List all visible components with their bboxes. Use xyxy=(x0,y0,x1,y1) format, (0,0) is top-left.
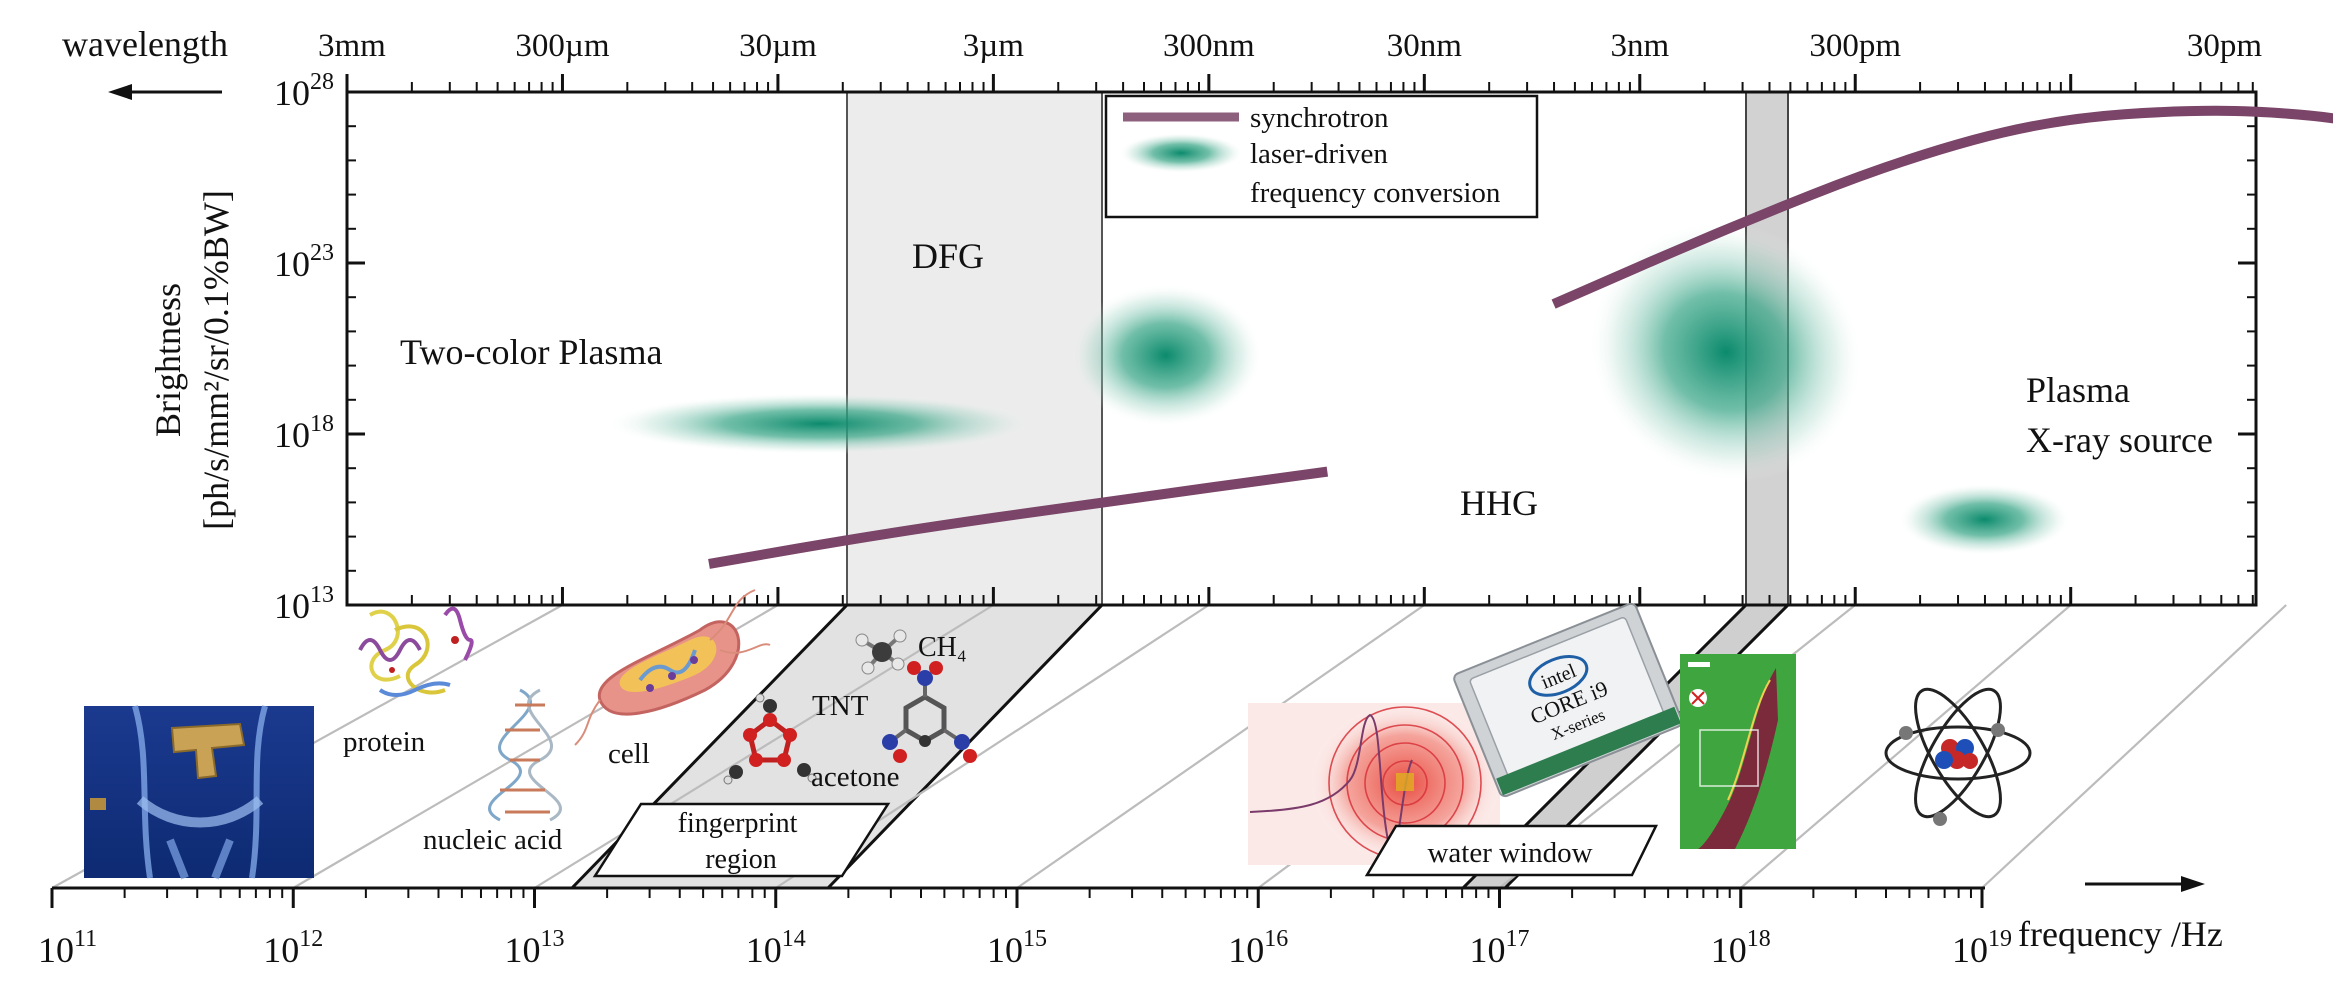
intel-chip-icon: intel CORE i9 X-series xyxy=(1453,602,1683,798)
water-window-label: water window xyxy=(1427,837,1592,869)
frequency-ticks xyxy=(50,888,1984,908)
laser-region-two-color-plasma xyxy=(605,392,1037,455)
frequency-tick-labels: 1011 1012 1013 1014 1015 1016 1017 1018 1019 xyxy=(38,926,2012,970)
brightness-axis-title: Brightness xyxy=(148,283,188,437)
application-label-nucleic-acid: nucleic acid xyxy=(423,824,563,856)
molecule-label-tnt: TNT xyxy=(812,690,869,722)
fingerprint-label-line2: region xyxy=(705,844,777,875)
brightness-tick-labels: 1013 1018 1023 1028 xyxy=(274,69,334,626)
wavelength-tick-label: 3nm xyxy=(1610,28,1669,64)
frequency-tick-label: 1017 xyxy=(1470,926,1530,970)
frequency-axis-title: frequency /Hz xyxy=(2018,914,2223,954)
water-window-label-box xyxy=(1364,824,1659,877)
frequency-tick-label: 1011 xyxy=(38,926,97,970)
guide-line xyxy=(1981,604,2287,889)
application-label-cell: cell xyxy=(608,738,650,770)
synchrotron-curve-2 xyxy=(1551,105,2333,309)
wavelength-tick-label: 300µm xyxy=(515,28,610,64)
laser-region-hhg xyxy=(1588,220,1864,483)
frequency-tick-label: 1012 xyxy=(263,926,323,970)
wavelength-tick-label: 30µm xyxy=(739,28,817,64)
intel-logo xyxy=(1528,655,1589,697)
wavelength-tick-label: 300pm xyxy=(1809,28,1901,64)
synchrotron-curve-1 xyxy=(708,466,1329,569)
acetone-molecule-icon xyxy=(723,693,817,785)
wavelength-tick-label: 300nm xyxy=(1163,28,1255,64)
brightness-tick-label: 1028 xyxy=(274,69,334,113)
plasma-xray-label-line2: X-ray source xyxy=(2026,420,2213,460)
molecule-label-ch4: CH₄ xyxy=(918,632,967,663)
plot-frame xyxy=(345,90,2258,607)
fingerprint-label: fingerprint region xyxy=(678,808,805,875)
frequency-tick-label: 1014 xyxy=(746,926,806,970)
wavelength-tick-label: 30nm xyxy=(1387,28,1463,64)
guide-line xyxy=(1016,604,1425,889)
frequency-tick-label: 1018 xyxy=(1711,926,1771,970)
tnt-molecule-icon xyxy=(882,661,977,763)
wavelength-arrow xyxy=(108,84,222,100)
legend-synchrotron-label: synchrotron xyxy=(1250,102,1389,134)
frequency-arrow xyxy=(2085,876,2205,892)
guide-line xyxy=(533,604,994,889)
pistol-xray-icon xyxy=(84,705,314,880)
plasma-xray-label-line1: Plasma xyxy=(2026,370,2130,410)
wavelength-axis-title: wavelength xyxy=(62,24,228,64)
region-label-plasma-xray: Plasma X-ray source xyxy=(2026,370,2213,460)
wavelength-tick-label: 3µm xyxy=(963,28,1025,64)
laser-region-plasma-x-ray-source xyxy=(1898,483,2071,556)
wavelength-tick-label: 3mm xyxy=(318,28,386,64)
brightness-tick-label: 1018 xyxy=(274,411,334,455)
legend-laser-label: laser-driven xyxy=(1250,138,1388,170)
region-label-dfg: DFG xyxy=(912,236,984,276)
fingerprint-label-box xyxy=(592,802,891,878)
cell-icon xyxy=(574,589,771,746)
brightness-axis-unit: [ph/s/mm²/sr/0.1%BW] xyxy=(196,190,236,530)
atom-icon xyxy=(1884,687,2032,826)
cell-micrograph-icon xyxy=(1680,654,1796,849)
legend-frequency-conversion-label: frequency conversion xyxy=(1250,177,1501,209)
molecule-label-acetone: acetone xyxy=(811,761,900,793)
brightness-ticks xyxy=(347,90,2256,607)
legend-laser-marker xyxy=(1119,133,1243,173)
mid-frequency-ticks xyxy=(345,587,2254,605)
hhg-pattern-icon xyxy=(1248,703,1501,865)
frequency-tick-label: 1013 xyxy=(505,926,565,970)
region-label-hhg: HHG xyxy=(1460,483,1538,523)
fingerprint-label-line1: fingerprint xyxy=(678,808,798,839)
synchrotron-curves xyxy=(708,105,2333,569)
wavelength-tick-label: 30pm xyxy=(2187,28,2263,64)
wavelength-tick-labels: 3mm 300µm 30µm 3µm 300nm 30nm 3nm 300pm 30pm xyxy=(318,28,2262,64)
frequency-tick-label: 1016 xyxy=(1228,926,1288,970)
brightness-tick-label: 1023 xyxy=(274,240,334,284)
region-label-two-color-plasma: Two-color Plasma xyxy=(400,332,662,372)
methane-molecule-icon xyxy=(855,629,907,675)
dna-icon xyxy=(488,688,562,822)
laser-region-dfg xyxy=(1068,283,1263,428)
fingerprint-band xyxy=(847,92,1102,605)
frequency-tick-label: 1015 xyxy=(987,926,1047,970)
brightness-tick-label: 1013 xyxy=(274,582,334,626)
protein-icon xyxy=(358,606,474,697)
legend: synchrotron laser-driven frequency conve… xyxy=(1104,94,1539,219)
laser-driven-regions xyxy=(605,220,2071,556)
frequency-tick-label: 1019 xyxy=(1952,926,2012,970)
application-label-protein: protein xyxy=(343,726,426,758)
wavelength-ticks xyxy=(345,74,2254,92)
